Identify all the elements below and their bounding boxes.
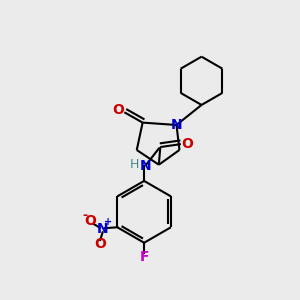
Text: O: O bbox=[112, 103, 124, 117]
Text: N: N bbox=[140, 159, 152, 173]
Text: +: + bbox=[104, 217, 112, 227]
Text: H: H bbox=[130, 158, 140, 171]
Text: O: O bbox=[84, 214, 96, 228]
Text: O: O bbox=[94, 237, 106, 251]
Text: O: O bbox=[182, 137, 193, 151]
Text: N: N bbox=[97, 222, 108, 236]
Text: N: N bbox=[171, 118, 182, 132]
Text: F: F bbox=[140, 250, 149, 264]
Text: -: - bbox=[83, 209, 88, 222]
